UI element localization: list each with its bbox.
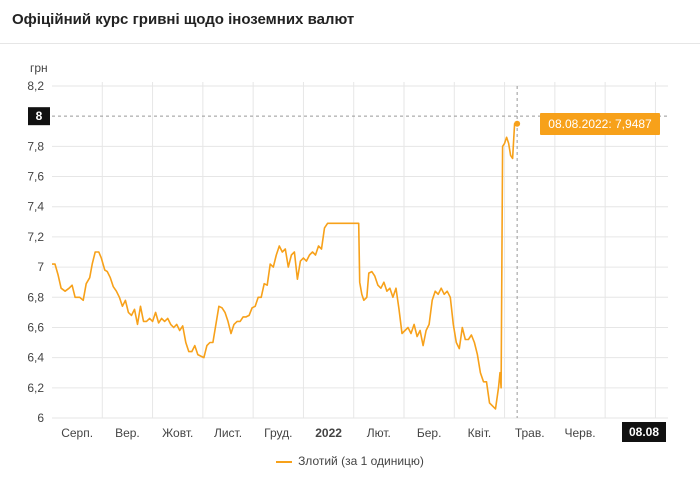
- crosshair-y-label: 8: [36, 109, 43, 123]
- data-line: [52, 122, 518, 410]
- y-tick-label: 7,6: [27, 170, 44, 184]
- header: Офіційний курс гривні щодо іноземних вал…: [0, 0, 700, 44]
- x-tick-label: Трав.: [515, 426, 545, 440]
- x-tick-label: Квіт.: [468, 426, 492, 440]
- x-tick-label: Бер.: [417, 426, 442, 440]
- x-tick-label: 2022: [315, 426, 342, 440]
- y-tick-label: 7: [37, 260, 44, 274]
- y-tick-label: 6,4: [27, 351, 44, 365]
- x-tick-label: Лют.: [367, 426, 391, 440]
- legend-swatch: [276, 460, 293, 463]
- x-tick-label: Жовт.: [162, 426, 193, 440]
- crosshair-x-label: 08.08: [629, 425, 659, 439]
- y-tick-label: 7,2: [27, 230, 44, 244]
- y-tick-label: 7,8: [27, 139, 44, 153]
- crosshair-y-box: [28, 107, 50, 126]
- x-tick-label: Черв.: [564, 426, 595, 440]
- y-tick-label: 6,6: [27, 320, 44, 334]
- crosshair-x-box: [622, 422, 666, 442]
- y-tick-label: 6,2: [27, 381, 44, 395]
- x-tick-label: Груд.: [264, 426, 292, 440]
- legend-label: Злотий (за 1 одиницю): [298, 454, 424, 468]
- x-tick-label: Лист.: [214, 426, 242, 440]
- y-tick-label: 6: [37, 411, 44, 425]
- y-axis-label: грн: [30, 61, 48, 75]
- page-title: Офіційний курс гривні щодо іноземних вал…: [12, 11, 355, 28]
- y-tick-label: 8,2: [27, 79, 44, 93]
- x-tick-label: Вер.: [115, 426, 140, 440]
- y-tick-label: 7,4: [27, 200, 44, 214]
- tooltip-box: [540, 113, 660, 135]
- legend[interactable]: Злотий (за 1 одиницю): [0, 454, 700, 468]
- x-tick-label: Серп.: [61, 426, 93, 440]
- data-point-marker: [514, 120, 521, 127]
- tooltip-text: 08.08.2022: 7,9487: [548, 117, 652, 131]
- y-tick-label: 6,8: [27, 290, 44, 304]
